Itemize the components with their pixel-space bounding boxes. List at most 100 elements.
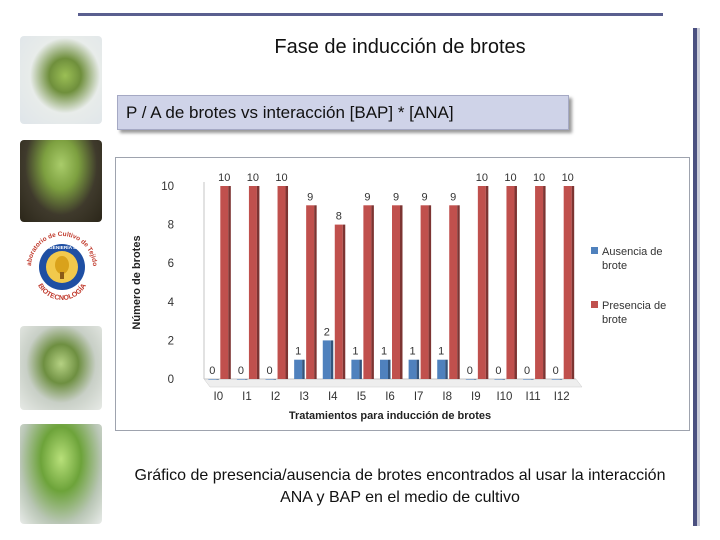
bar-side <box>330 340 334 379</box>
right-rule-shadow <box>697 28 700 526</box>
bar-ausencia <box>408 359 417 379</box>
legend-label: Presencia de brote <box>602 300 666 326</box>
data-label: 10 <box>533 172 545 184</box>
plant-photo-3 <box>20 326 102 410</box>
subtitle-box: P / A de brotes vs interacción [BAP] * [… <box>117 95 569 130</box>
data-label: 9 <box>450 191 456 203</box>
x-tick-label: I4 <box>328 391 338 403</box>
chart-frame: 0 2 4 6 8 10 Número de brotes I0 0 10 I1 0 10 I2 0 10 I3… <box>115 157 690 431</box>
bar-ausencia <box>551 379 560 380</box>
data-label: 9 <box>364 191 370 203</box>
data-label: 10 <box>504 172 516 184</box>
y-tick-label: 4 <box>168 297 175 309</box>
y-tick-label: 10 <box>161 181 174 193</box>
slide-caption: Gráfico de presencia/ausencia de brotes … <box>134 467 666 506</box>
x-tick-label: I9 <box>471 391 481 403</box>
plant-photo-2 <box>20 140 102 222</box>
bar-side <box>388 359 391 379</box>
bar-side <box>359 359 362 379</box>
x-tick-label: I3 <box>299 391 309 403</box>
plant-photo-4 <box>20 424 102 524</box>
x-axis-title: Tratamientos para inducción de brotes <box>289 410 491 422</box>
y-tick-label: 6 <box>168 258 174 270</box>
data-label: 0 <box>524 365 530 377</box>
data-label: 10 <box>275 172 287 184</box>
data-label: 0 <box>209 365 215 377</box>
y-axis-title: Número de brotes <box>131 235 143 329</box>
plant-photo-1 <box>20 36 102 124</box>
x-tick-label: I12 <box>554 391 570 403</box>
bar-side <box>302 359 305 379</box>
x-tick-label: I10 <box>496 391 512 403</box>
bar-side <box>371 205 374 379</box>
x-tick-label: I1 <box>242 391 252 403</box>
bar-side <box>543 186 546 379</box>
data-label: 9 <box>422 191 428 203</box>
legend-swatch <box>591 301 598 308</box>
x-tick-label: I2 <box>271 391 281 403</box>
bar-side <box>502 379 505 380</box>
data-label: 1 <box>438 346 444 358</box>
bar-presencia <box>506 186 515 379</box>
x-tick-label: I11 <box>526 391 541 403</box>
lab-logo: Laboratorio de Cultivo de Tejidos BIOTEC… <box>23 228 99 304</box>
bar-presencia <box>420 205 429 379</box>
bar-side <box>457 205 460 379</box>
y-tick-label: 2 <box>168 335 174 347</box>
data-label: 10 <box>476 172 488 184</box>
bar-side <box>571 186 575 379</box>
bar-presencia <box>449 205 458 379</box>
data-label: 1 <box>295 346 301 358</box>
bar-ausencia <box>437 359 446 379</box>
legend-label: Ausencia de brote <box>602 246 663 272</box>
bar-side <box>416 359 420 379</box>
data-label: 8 <box>336 211 342 223</box>
logo-ring-text: INGENIERÍA EN <box>44 243 80 251</box>
bar-ausencia <box>236 379 245 380</box>
bar-presencia <box>277 186 286 379</box>
bar-ausencia <box>380 359 388 379</box>
data-label: 0 <box>553 365 559 377</box>
bar-ausencia <box>494 379 503 380</box>
bar-side <box>485 186 489 379</box>
bar-side <box>514 186 517 379</box>
bar-side <box>273 379 277 380</box>
y-tick-label: 0 <box>168 374 174 386</box>
bar-ausencia <box>265 379 274 380</box>
slide-subtitle: P / A de brotes vs interacción [BAP] * [… <box>126 103 454 122</box>
bar-side <box>256 186 260 379</box>
data-label: 9 <box>393 191 399 203</box>
bar-presencia <box>248 186 257 379</box>
bar-side <box>473 379 477 380</box>
x-tick-label: I5 <box>357 391 367 403</box>
bar-ausencia <box>351 359 360 379</box>
y-tick-label: 8 <box>168 220 174 232</box>
bar-side <box>559 379 563 380</box>
bar-ausencia <box>523 379 532 380</box>
bar-side <box>216 379 219 380</box>
data-label: 1 <box>381 346 387 358</box>
bar-side <box>400 205 403 379</box>
data-label: 0 <box>495 365 501 377</box>
bar-side <box>285 186 289 379</box>
legend-swatch <box>591 247 598 254</box>
bar-side <box>428 205 432 379</box>
slide-title: Fase de inducción de brotes <box>274 36 526 58</box>
bar-ausencia <box>322 340 331 379</box>
data-label: 10 <box>562 172 574 184</box>
x-tick-label: I7 <box>414 391 424 403</box>
bar-presencia <box>477 186 486 379</box>
data-label: 1 <box>352 346 358 358</box>
bar-side <box>342 224 346 379</box>
data-label: 0 <box>266 365 272 377</box>
data-label: 1 <box>410 346 416 358</box>
bar-ausencia <box>465 379 474 380</box>
bar-ausencia <box>208 379 217 380</box>
data-label: 9 <box>307 191 313 203</box>
data-label: 10 <box>247 172 259 184</box>
bar-presencia <box>220 186 229 379</box>
bar-presencia <box>563 186 572 379</box>
x-tick-label: I0 <box>214 391 224 403</box>
x-tick-label: I6 <box>385 391 395 403</box>
